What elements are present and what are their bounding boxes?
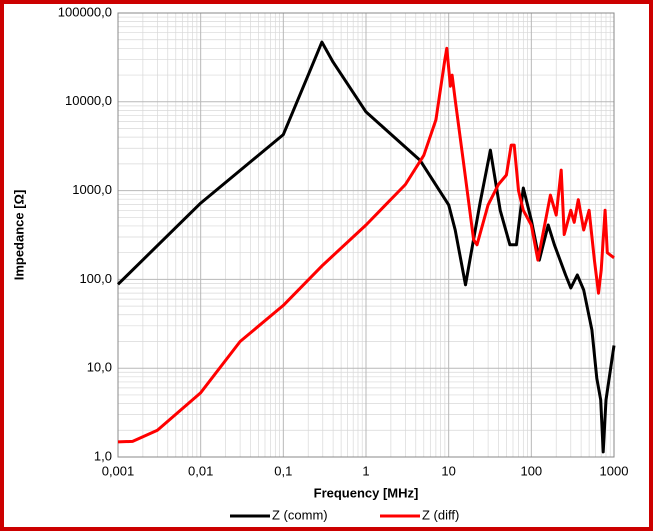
x-tick-label: 0,1 [274, 463, 292, 478]
y-axis-label: Impedance [Ω] [11, 190, 26, 281]
y-tick-label: 100000,0 [58, 4, 112, 19]
x-tick-label: 0,001 [102, 463, 135, 478]
y-tick-label: 1,0 [94, 448, 112, 463]
plot-border [117, 12, 615, 458]
series-line [116, 40, 616, 454]
x-axis-label: Frequency [MHz] [314, 485, 419, 500]
x-tick-label: 100 [520, 463, 542, 478]
legend-label: Z (diff) [422, 507, 459, 522]
x-tick-label: 0,01 [188, 463, 213, 478]
x-tick-label: 10 [441, 463, 455, 478]
series-line [117, 46, 615, 444]
x-tick-label: 1000 [600, 463, 629, 478]
y-tick-label: 10,0 [87, 360, 112, 375]
y-tick-label: 1000,0 [72, 182, 112, 197]
y-tick-label: 10000,0 [65, 93, 112, 108]
x-tick-label: 1 [362, 463, 369, 478]
legend-label: Z (comm) [272, 507, 328, 522]
y-tick-label: 100,0 [79, 271, 112, 286]
